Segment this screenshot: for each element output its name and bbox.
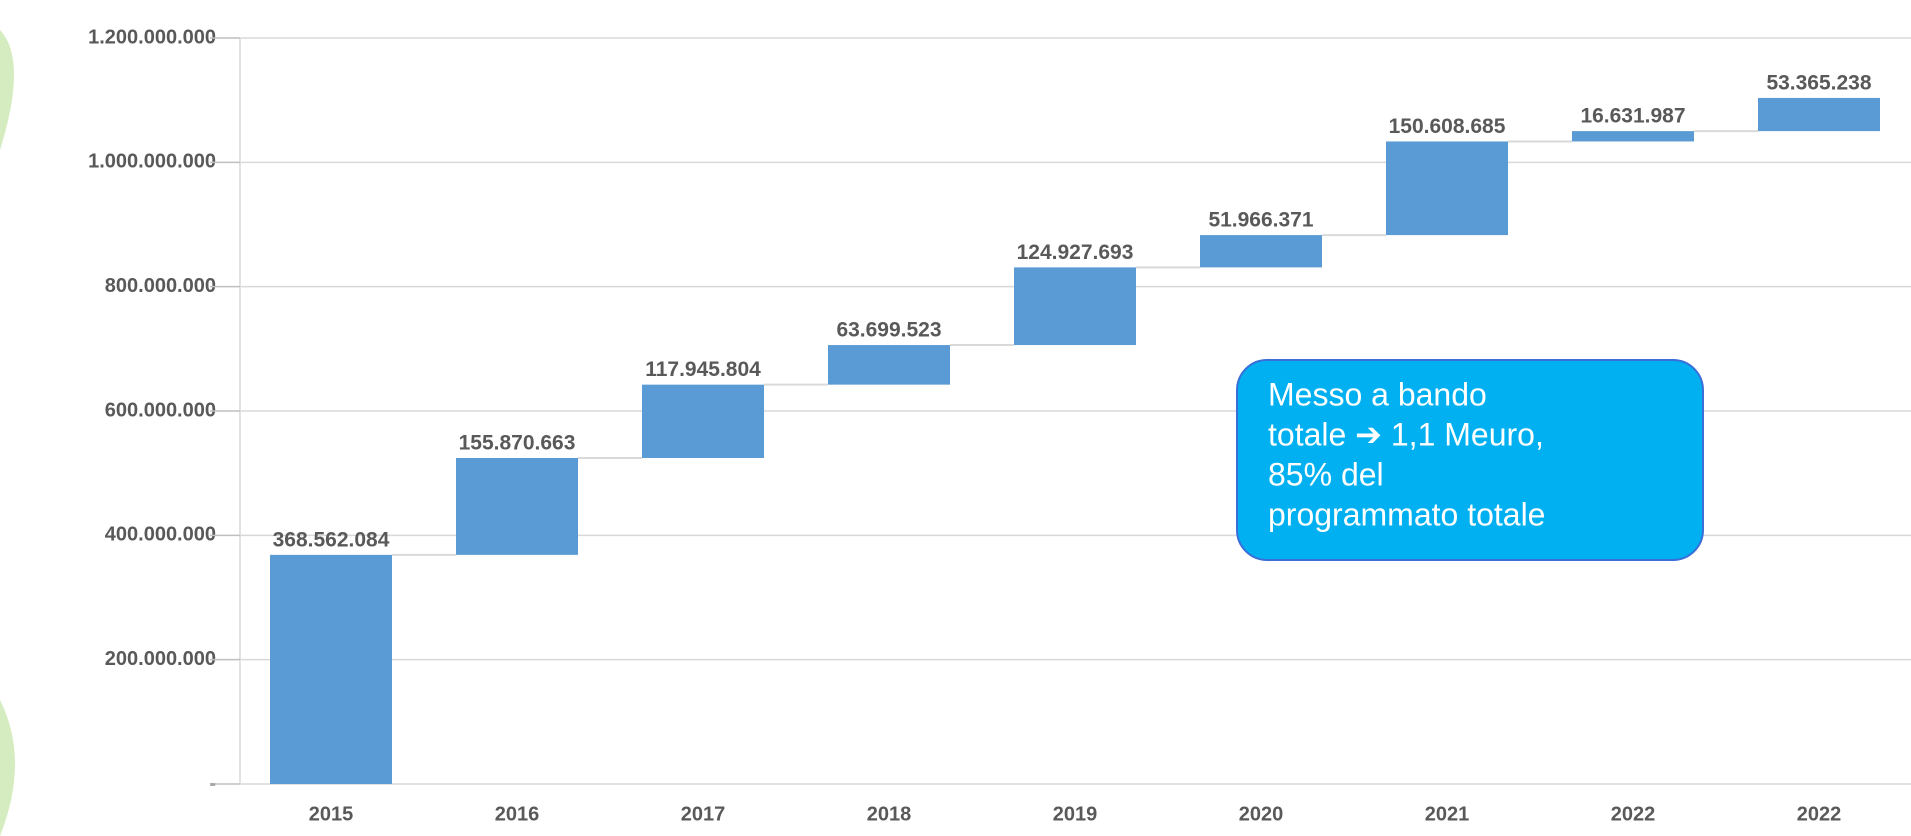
annotation-text: Messo a bando [1268, 376, 1487, 412]
x-tick-label: 2018 [867, 803, 912, 825]
annotation-box [1236, 359, 1704, 561]
bar [642, 384, 764, 458]
bar [1758, 97, 1880, 132]
value-label: 368.562.084 [273, 528, 390, 551]
bar [270, 554, 392, 784]
y-tick-label: 600.000.000 [105, 399, 216, 421]
annotation-text: totale ➔ 1,1 Meuro, [1268, 416, 1544, 452]
x-tick-label: 2021 [1425, 803, 1470, 825]
bar [828, 345, 950, 385]
x-tick-label: 2020 [1239, 803, 1284, 825]
decoration [0, 700, 15, 836]
bar [456, 457, 578, 555]
value-label: 150.608.685 [1389, 115, 1506, 138]
y-tick-label: 1.200.000.000 [88, 26, 216, 48]
value-label: 124.927.693 [1017, 241, 1134, 264]
x-tick-label: 2015 [309, 803, 354, 825]
bar [1572, 131, 1694, 142]
x-tick-label: 2017 [681, 803, 726, 825]
annotation-text: 85% del [1268, 456, 1384, 492]
bar [1386, 141, 1508, 236]
x-tick-label: 2022 [1611, 803, 1656, 825]
value-label: 63.699.523 [836, 319, 941, 342]
y-tick-label: 800.000.000 [105, 275, 216, 297]
value-label: 117.945.804 [645, 358, 761, 381]
bar [1200, 235, 1322, 268]
value-label: 51.966.371 [1208, 209, 1313, 232]
value-label: 155.870.663 [459, 432, 576, 455]
y-tick-label: 200.000.000 [105, 648, 216, 670]
bar [1014, 267, 1136, 346]
value-label: 53.365.238 [1766, 71, 1871, 94]
x-tick-label: 2019 [1053, 803, 1098, 825]
decoration [0, 30, 14, 150]
x-tick-label: 2022 [1797, 803, 1842, 825]
annotation-text: programmato totale [1268, 496, 1545, 532]
x-tick-label: 2016 [495, 803, 540, 825]
y-tick-label: 1.000.000.000 [88, 151, 216, 173]
y-tick-label: 400.000.000 [105, 524, 216, 546]
value-label: 16.631.987 [1580, 105, 1685, 128]
